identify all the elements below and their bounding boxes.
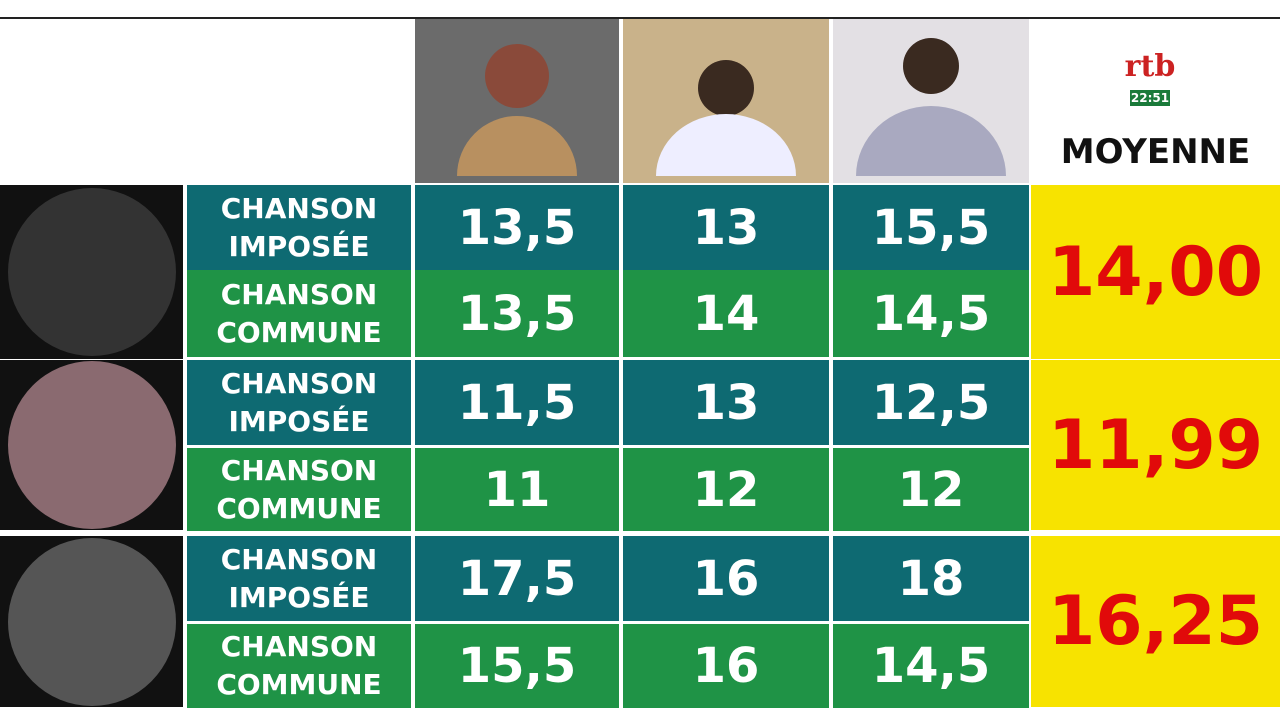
score-cell: 17,5 (415, 536, 619, 621)
score-cell: 14,5 (833, 270, 1029, 357)
contestant-photo (0, 185, 183, 359)
avatar (7, 537, 176, 706)
song-label: CHANSON IMPOSÉE (187, 536, 411, 621)
score-cell: 13,5 (415, 185, 619, 270)
song-label: CHANSON COMMUNE (187, 448, 411, 531)
score-cell: 13 (623, 360, 829, 445)
score-cell: 12 (623, 448, 829, 531)
score-cell: 13,5 (415, 270, 619, 357)
judge-photo (833, 19, 1029, 183)
judge-silhouette (457, 44, 577, 176)
judge-photo (415, 19, 619, 183)
contestant-photo (0, 360, 183, 530)
score-cell: 13 (623, 185, 829, 270)
score-cell: 15,5 (415, 624, 619, 708)
average-cell: 11,99 (1031, 360, 1280, 530)
logo: rtb (1124, 48, 1176, 84)
score-cell: 14,5 (833, 624, 1029, 708)
score-cell: 14 (623, 270, 829, 357)
score-cell: 15,5 (833, 185, 1029, 270)
avatar (7, 361, 176, 529)
judge-photo (623, 19, 829, 183)
song-label: CHANSON COMMUNE (187, 624, 411, 708)
judge-silhouette (856, 38, 1006, 176)
judge-silhouette (656, 60, 796, 176)
score-cell: 12 (833, 448, 1029, 531)
clock: 22:51 (1130, 90, 1170, 106)
avatar (7, 188, 176, 356)
average-cell: 14,00 (1031, 185, 1280, 359)
score-cell: 11,5 (415, 360, 619, 445)
song-label: CHANSON IMPOSÉE (187, 360, 411, 445)
score-cell: 11 (415, 448, 619, 531)
average-cell: 16,25 (1031, 536, 1280, 707)
song-label: CHANSON IMPOSÉE (187, 185, 411, 270)
score-cell: 18 (833, 536, 1029, 621)
score-cell: 12,5 (833, 360, 1029, 445)
score-cell: 16 (623, 536, 829, 621)
top-rule (0, 17, 1280, 19)
average-header: MOYENNE (1060, 132, 1251, 172)
score-cell: 16 (623, 624, 829, 708)
contestant-photo (0, 536, 183, 707)
song-label: CHANSON COMMUNE (187, 270, 411, 357)
